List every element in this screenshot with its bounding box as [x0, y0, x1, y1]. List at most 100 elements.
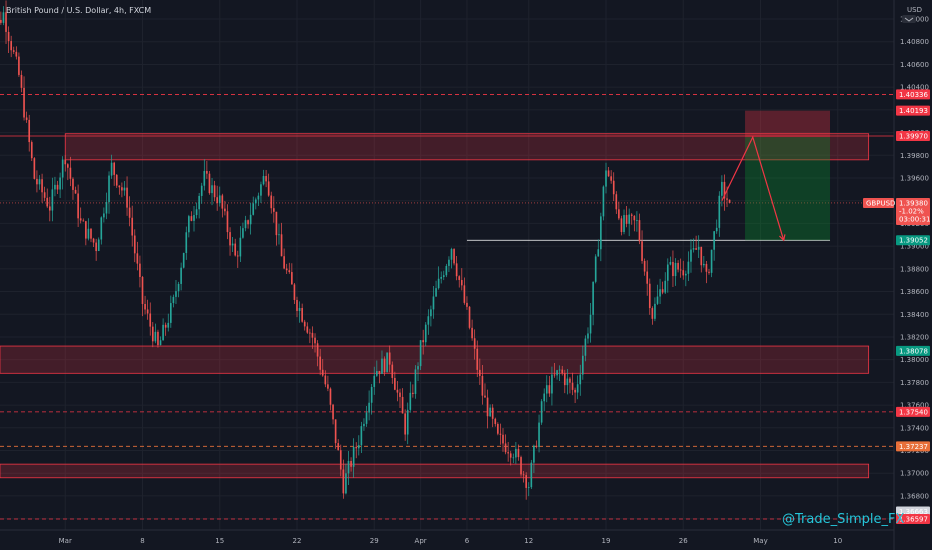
candle: [378, 370, 381, 384]
candle: [182, 252, 185, 269]
candle: [695, 235, 697, 250]
candle-body: [563, 373, 566, 386]
projection-arrow: [721, 135, 786, 242]
candle-body: [339, 450, 342, 470]
candle: [672, 250, 674, 287]
bar-countdown: 03:00:31: [899, 215, 930, 223]
candle-body: [218, 195, 221, 204]
candle: [558, 365, 561, 381]
candle-body: [267, 181, 270, 196]
candle-body: [54, 184, 56, 190]
candle: [90, 228, 92, 243]
currency-settings-icon[interactable]: [902, 15, 916, 23]
candle-body: [252, 203, 255, 215]
candle: [620, 215, 623, 236]
candle-body: [51, 189, 54, 211]
candle: [273, 196, 275, 223]
candle: [466, 296, 468, 310]
candle: [502, 428, 504, 452]
candle: [278, 223, 280, 245]
candle: [360, 421, 363, 454]
candle-body: [224, 208, 226, 212]
candle-body: [7, 31, 10, 42]
candle-body: [126, 187, 128, 208]
candle: [674, 258, 677, 286]
candle-body: [64, 159, 67, 165]
candle-body: [651, 308, 654, 319]
candle: [574, 387, 576, 404]
candle-body: [697, 246, 700, 250]
candle: [618, 201, 620, 221]
price-badge-background: [896, 441, 930, 452]
candle-body: [579, 374, 582, 385]
candle: [208, 171, 211, 195]
candle-body: [404, 413, 406, 435]
candle-body: [90, 228, 92, 239]
candle-body: [463, 285, 466, 303]
candle-body: [291, 272, 293, 285]
candle-body: [368, 402, 370, 413]
candle-body: [713, 231, 715, 250]
candle: [669, 256, 672, 266]
price-tick-label: 1.38200: [900, 333, 929, 341]
candle-body: [365, 412, 368, 424]
candle: [36, 170, 38, 193]
candle-body: [146, 309, 149, 314]
candle: [442, 270, 445, 281]
candle: [357, 435, 360, 456]
candle-body: [592, 281, 594, 315]
candle: [0, 11, 2, 25]
candle: [685, 270, 687, 287]
candle: [51, 177, 54, 222]
candle: [479, 358, 481, 385]
candle-body: [347, 460, 350, 474]
price-badge-label: 1.37237: [899, 443, 928, 451]
candle-body: [569, 378, 571, 383]
candle-body: [700, 246, 703, 266]
candle-body: [85, 221, 87, 239]
candle-body: [574, 389, 576, 393]
candle-body: [149, 313, 152, 327]
candle-body: [525, 475, 527, 488]
candle: [267, 173, 270, 197]
candle-body: [690, 249, 692, 262]
candle: [74, 186, 77, 194]
candle-body: [388, 352, 391, 365]
candle: [38, 175, 41, 190]
candle-body: [216, 197, 218, 204]
candle: [87, 218, 90, 241]
candle: [175, 279, 177, 305]
candle-body: [350, 460, 352, 467]
candle-body: [144, 303, 146, 310]
candle: [579, 364, 582, 396]
candle: [262, 169, 265, 186]
candle: [440, 271, 443, 284]
short-position-tool[interactable]: [745, 110, 831, 241]
candle: [339, 444, 342, 477]
candle-body: [679, 269, 682, 271]
candle: [151, 322, 154, 348]
zone-rectangle: [0, 463, 870, 479]
candle: [254, 197, 257, 210]
candle: [159, 336, 162, 346]
candle: [113, 161, 115, 186]
candle: [115, 174, 118, 188]
candle-body: [298, 307, 301, 311]
candle: [149, 302, 152, 336]
candle: [592, 281, 594, 326]
candle: [118, 185, 121, 195]
candle: [188, 214, 190, 238]
candle-body: [654, 303, 656, 319]
candle-body: [391, 364, 394, 378]
candle-body: [728, 199, 731, 203]
candle: [664, 272, 667, 295]
candle: [7, 26, 10, 53]
candle: [615, 191, 618, 214]
price-badge-label: 1.36597: [899, 515, 928, 523]
candle: [334, 419, 337, 449]
candle: [193, 205, 195, 232]
candle: [265, 169, 267, 188]
candle: [247, 219, 249, 229]
price-axis: 1.410001.408001.406001.404001.402001.400…: [893, 0, 932, 550]
